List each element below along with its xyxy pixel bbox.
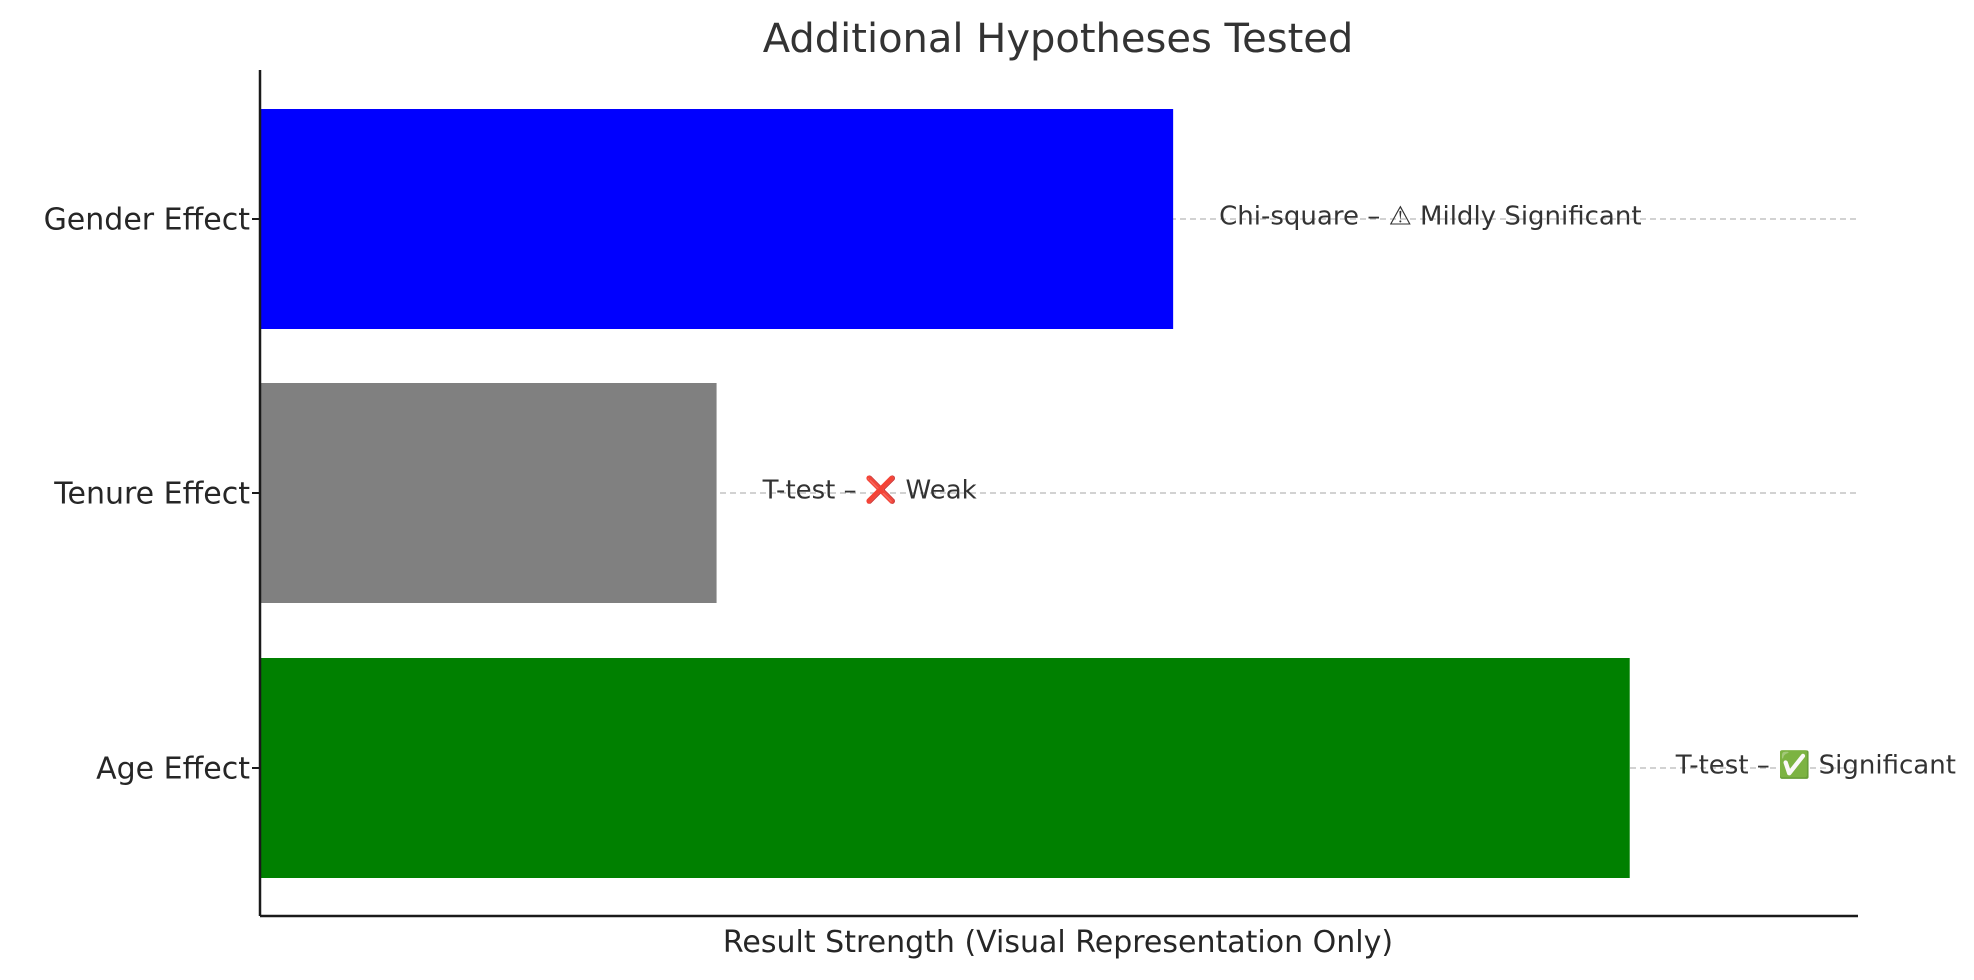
- y-ticks: Gender Effect Tenure Effect Age Effect: [44, 203, 260, 787]
- data-labels: Chi-square – ⚠ Mildly Significant T-test …: [762, 202, 1956, 781]
- data-label-age-effect: T-test – ✅ Significant: [1675, 750, 1956, 781]
- data-label-gender-effect: Chi-square – ⚠ Mildly Significant: [1219, 202, 1641, 232]
- x-axis-label: Result Strength (Visual Representation O…: [723, 925, 1393, 960]
- y-tick-label-gender-effect: Gender Effect: [44, 203, 251, 238]
- chart-title: Additional Hypotheses Tested: [763, 16, 1354, 62]
- bar-tenure-effect: [260, 383, 717, 603]
- bar-gender-effect: [260, 109, 1174, 329]
- y-tick-label-tenure-effect: Tenure Effect: [53, 477, 250, 512]
- bars: [260, 109, 1630, 878]
- data-label-tenure-effect: T-test – ❌ Weak: [762, 475, 977, 506]
- y-tick-label-age-effect: Age Effect: [96, 752, 250, 787]
- bar-age-effect: [260, 658, 1630, 878]
